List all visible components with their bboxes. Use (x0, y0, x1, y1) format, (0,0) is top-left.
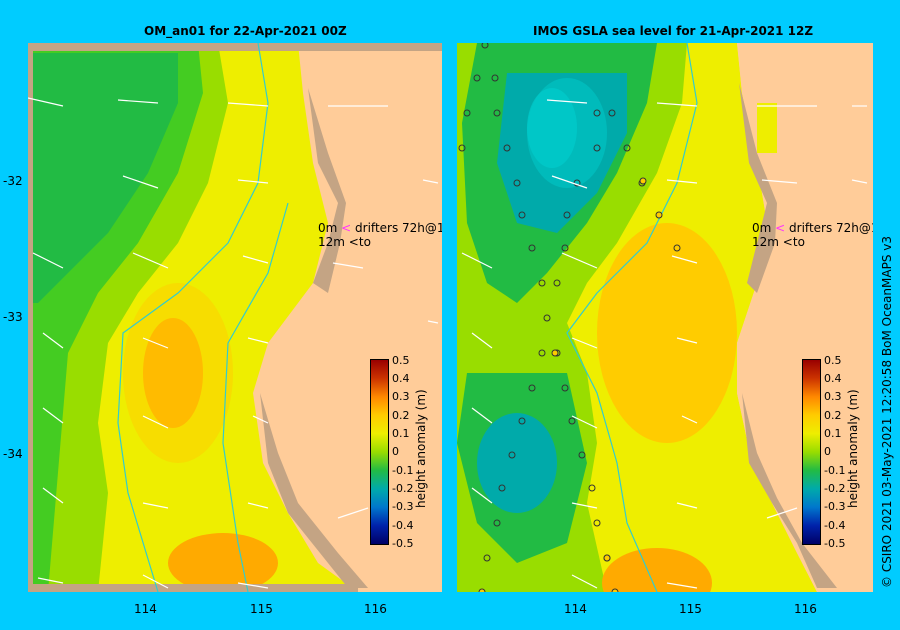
x-tick-left-114: 114 (134, 602, 157, 616)
left-legend: 0m < drifters 72h@12h 12m <to (318, 221, 442, 249)
right-colorbar-title: height anomaly (m) (846, 389, 860, 508)
y-tick-33: -33 (3, 310, 23, 324)
x-tick-right-114: 114 (564, 602, 587, 616)
right-colorbar (802, 359, 821, 545)
right-map-panel: 0m < drifters 72h@12h 12m <to 0.5 0.4 0.… (457, 43, 873, 592)
right-panel-title: IMOS GSLA sea level for 21-Apr-2021 12Z (533, 24, 814, 38)
left-colorbar-title: height anomaly (m) (414, 389, 428, 508)
right-legend: 0m < drifters 72h@12h 12m <to (752, 221, 873, 249)
credit-text: © CSIRO 2021 03-May-2021 12:20:58 BoM Oc… (880, 236, 894, 588)
right-map-svg (457, 43, 873, 592)
y-tick-32: -32 (3, 174, 23, 188)
left-map-svg (28, 43, 442, 592)
x-tick-left-116: 116 (364, 602, 387, 616)
x-tick-right-115: 115 (679, 602, 702, 616)
x-tick-left-115: 115 (250, 602, 273, 616)
y-tick-34: -34 (3, 447, 23, 461)
left-map-panel: 0m < drifters 72h@12h 12m <to 0.5 0.4 0.… (28, 43, 442, 592)
x-tick-right-116: 116 (794, 602, 817, 616)
left-colorbar (370, 359, 389, 545)
left-panel-title: OM_an01 for 22-Apr-2021 00Z (144, 24, 347, 38)
